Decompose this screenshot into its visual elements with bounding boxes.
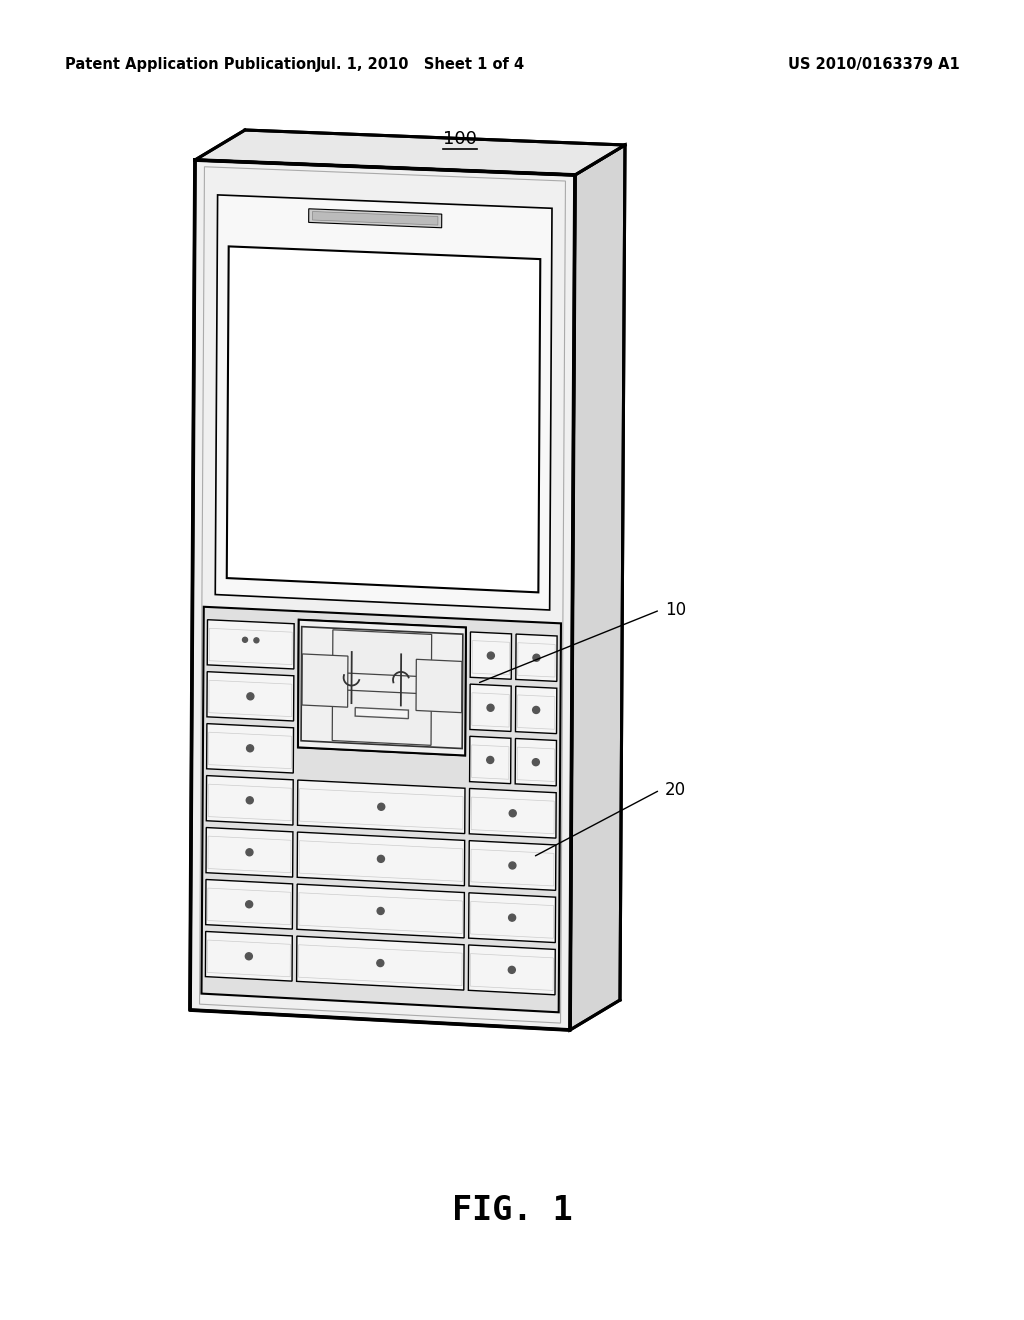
Polygon shape	[195, 129, 625, 176]
Circle shape	[378, 726, 386, 734]
Polygon shape	[468, 945, 555, 995]
Polygon shape	[302, 653, 344, 715]
Polygon shape	[297, 832, 465, 886]
Circle shape	[254, 638, 259, 643]
Polygon shape	[207, 723, 294, 774]
Polygon shape	[206, 879, 293, 929]
Polygon shape	[206, 932, 292, 981]
Circle shape	[406, 643, 413, 649]
Polygon shape	[298, 619, 466, 755]
Text: Patent Application Publication: Patent Application Publication	[65, 58, 316, 73]
Circle shape	[247, 693, 254, 700]
Polygon shape	[215, 195, 552, 610]
Polygon shape	[329, 634, 435, 686]
Circle shape	[487, 705, 494, 711]
Circle shape	[246, 849, 253, 855]
Polygon shape	[308, 209, 441, 228]
Polygon shape	[469, 841, 556, 891]
Circle shape	[246, 797, 253, 804]
Polygon shape	[298, 619, 466, 755]
Text: US 2010/0163379 A1: US 2010/0163379 A1	[788, 58, 961, 73]
Polygon shape	[469, 788, 556, 838]
Text: Jul. 1, 2010   Sheet 1 of 4: Jul. 1, 2010 Sheet 1 of 4	[315, 58, 524, 73]
Circle shape	[532, 655, 540, 661]
Circle shape	[508, 966, 515, 973]
Text: 10: 10	[665, 601, 686, 619]
Polygon shape	[190, 160, 575, 1030]
Text: 20: 20	[665, 781, 686, 799]
Polygon shape	[207, 619, 294, 669]
Circle shape	[509, 809, 516, 817]
Polygon shape	[312, 211, 438, 224]
Polygon shape	[302, 653, 348, 708]
Polygon shape	[515, 686, 557, 734]
Circle shape	[532, 759, 540, 766]
Polygon shape	[226, 247, 541, 593]
Polygon shape	[207, 672, 294, 721]
Polygon shape	[206, 776, 293, 825]
Polygon shape	[298, 780, 465, 833]
Text: 100: 100	[443, 129, 477, 148]
Polygon shape	[470, 632, 512, 680]
Polygon shape	[470, 737, 511, 784]
Polygon shape	[515, 738, 556, 785]
Polygon shape	[355, 708, 409, 718]
Polygon shape	[516, 634, 557, 681]
Circle shape	[377, 907, 384, 915]
Circle shape	[247, 744, 254, 752]
Circle shape	[378, 649, 386, 657]
Polygon shape	[333, 630, 432, 677]
Polygon shape	[470, 684, 511, 731]
Circle shape	[246, 953, 252, 960]
Polygon shape	[202, 607, 561, 1012]
Circle shape	[378, 804, 385, 810]
Circle shape	[509, 915, 516, 921]
Polygon shape	[332, 689, 431, 746]
Circle shape	[487, 652, 495, 659]
Polygon shape	[570, 145, 625, 1030]
Polygon shape	[206, 828, 293, 876]
Circle shape	[378, 855, 384, 862]
Text: FIG. 1: FIG. 1	[452, 1193, 572, 1226]
Circle shape	[243, 638, 248, 643]
Circle shape	[246, 900, 253, 908]
Circle shape	[532, 706, 540, 713]
Circle shape	[486, 756, 494, 763]
Polygon shape	[297, 936, 464, 990]
Circle shape	[509, 862, 516, 869]
Polygon shape	[416, 659, 462, 713]
Polygon shape	[469, 892, 556, 942]
Polygon shape	[297, 884, 464, 939]
Polygon shape	[420, 660, 462, 721]
Circle shape	[352, 640, 359, 647]
Circle shape	[377, 960, 384, 966]
Polygon shape	[329, 693, 435, 742]
